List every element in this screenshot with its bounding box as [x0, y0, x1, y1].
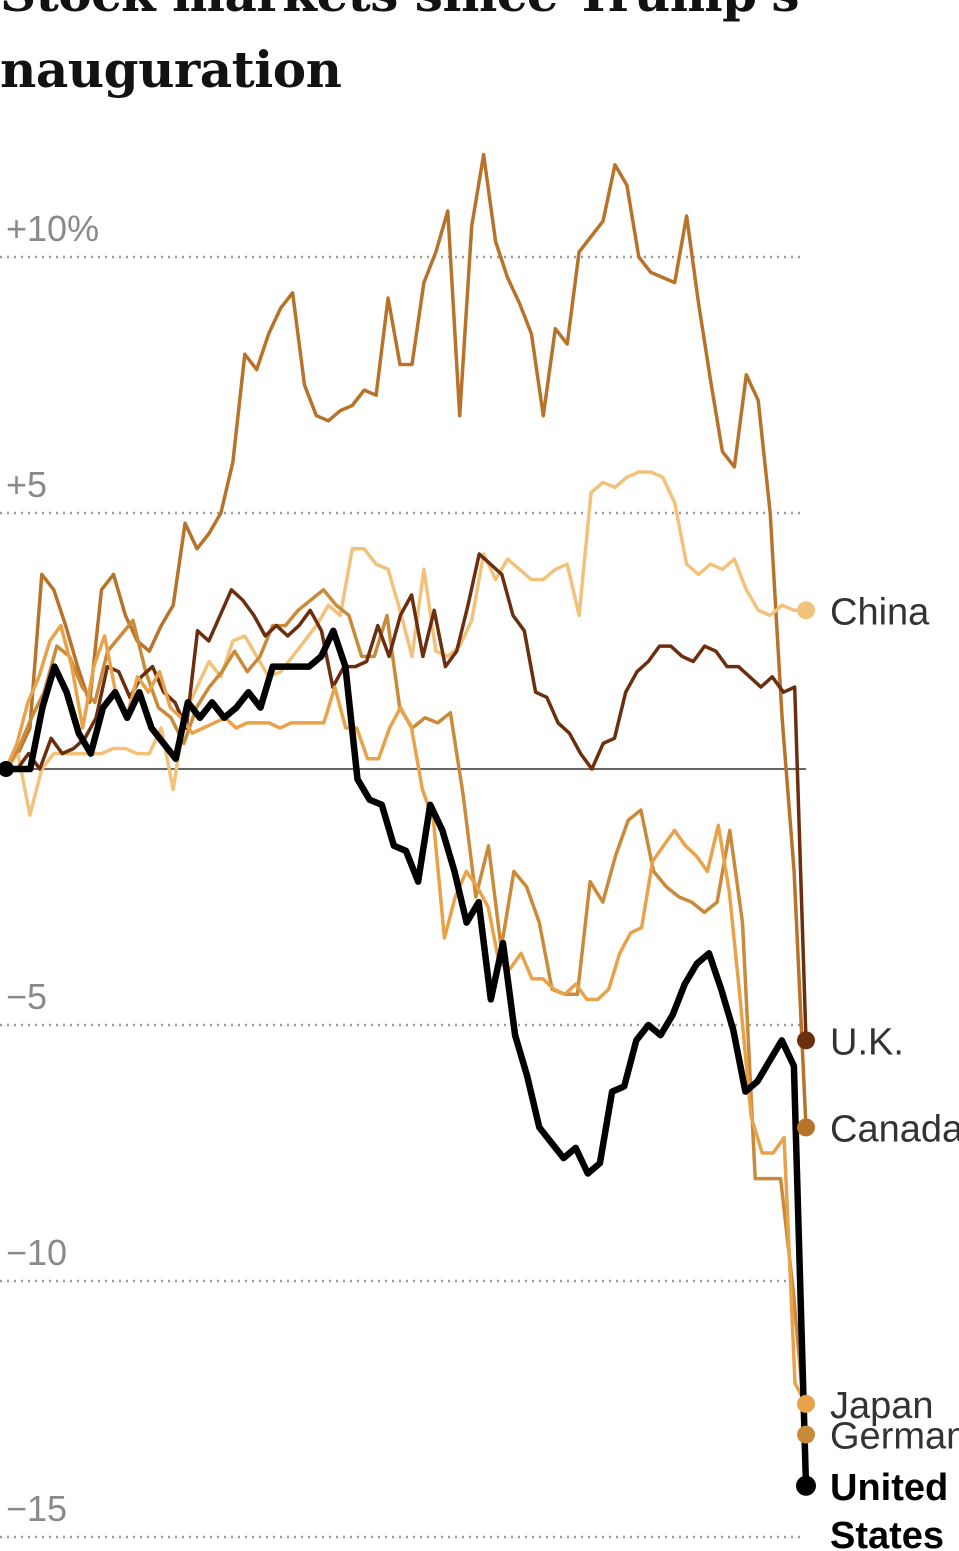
y-tick-label: −15	[6, 1488, 67, 1529]
chart-title-line-1: Stock markets since Trump's	[0, 0, 959, 32]
y-tick-label: +5	[6, 464, 47, 505]
series-endpoint-germany	[797, 1425, 815, 1444]
chart-title-line-2: nauguration	[0, 40, 342, 99]
series-label-germany: Germany	[830, 1416, 959, 1458]
series-line-china	[4, 470, 808, 817]
grid-lines: +10% +5 −5 −10 −15	[0, 208, 806, 1539]
y-tick-label: +10%	[6, 208, 99, 249]
series-label-japan: Japan	[830, 1385, 934, 1427]
series-lines	[2, 152, 810, 1490]
series-endpoint-japan	[797, 1394, 815, 1413]
series-label-united-states: United States	[830, 1467, 948, 1551]
series-label-china: China	[830, 591, 930, 633]
series-endpoint-u-k	[797, 1031, 815, 1050]
series-start-point	[0, 761, 14, 777]
series-endpoint-canada	[797, 1118, 815, 1137]
series-label-u-k: U.K.	[830, 1021, 904, 1063]
series-endpoint-united-states	[796, 1475, 816, 1496]
series-label-canada: Canada	[830, 1108, 959, 1150]
chart-title: Stock markets since Trump's nauguration	[0, 0, 959, 108]
series-line-united-states	[2, 627, 810, 1490]
y-tick-label: −10	[6, 1232, 67, 1273]
series-endpoint-china	[797, 601, 815, 620]
series-line-japan	[4, 623, 808, 1406]
y-tick-label: −5	[6, 976, 47, 1017]
